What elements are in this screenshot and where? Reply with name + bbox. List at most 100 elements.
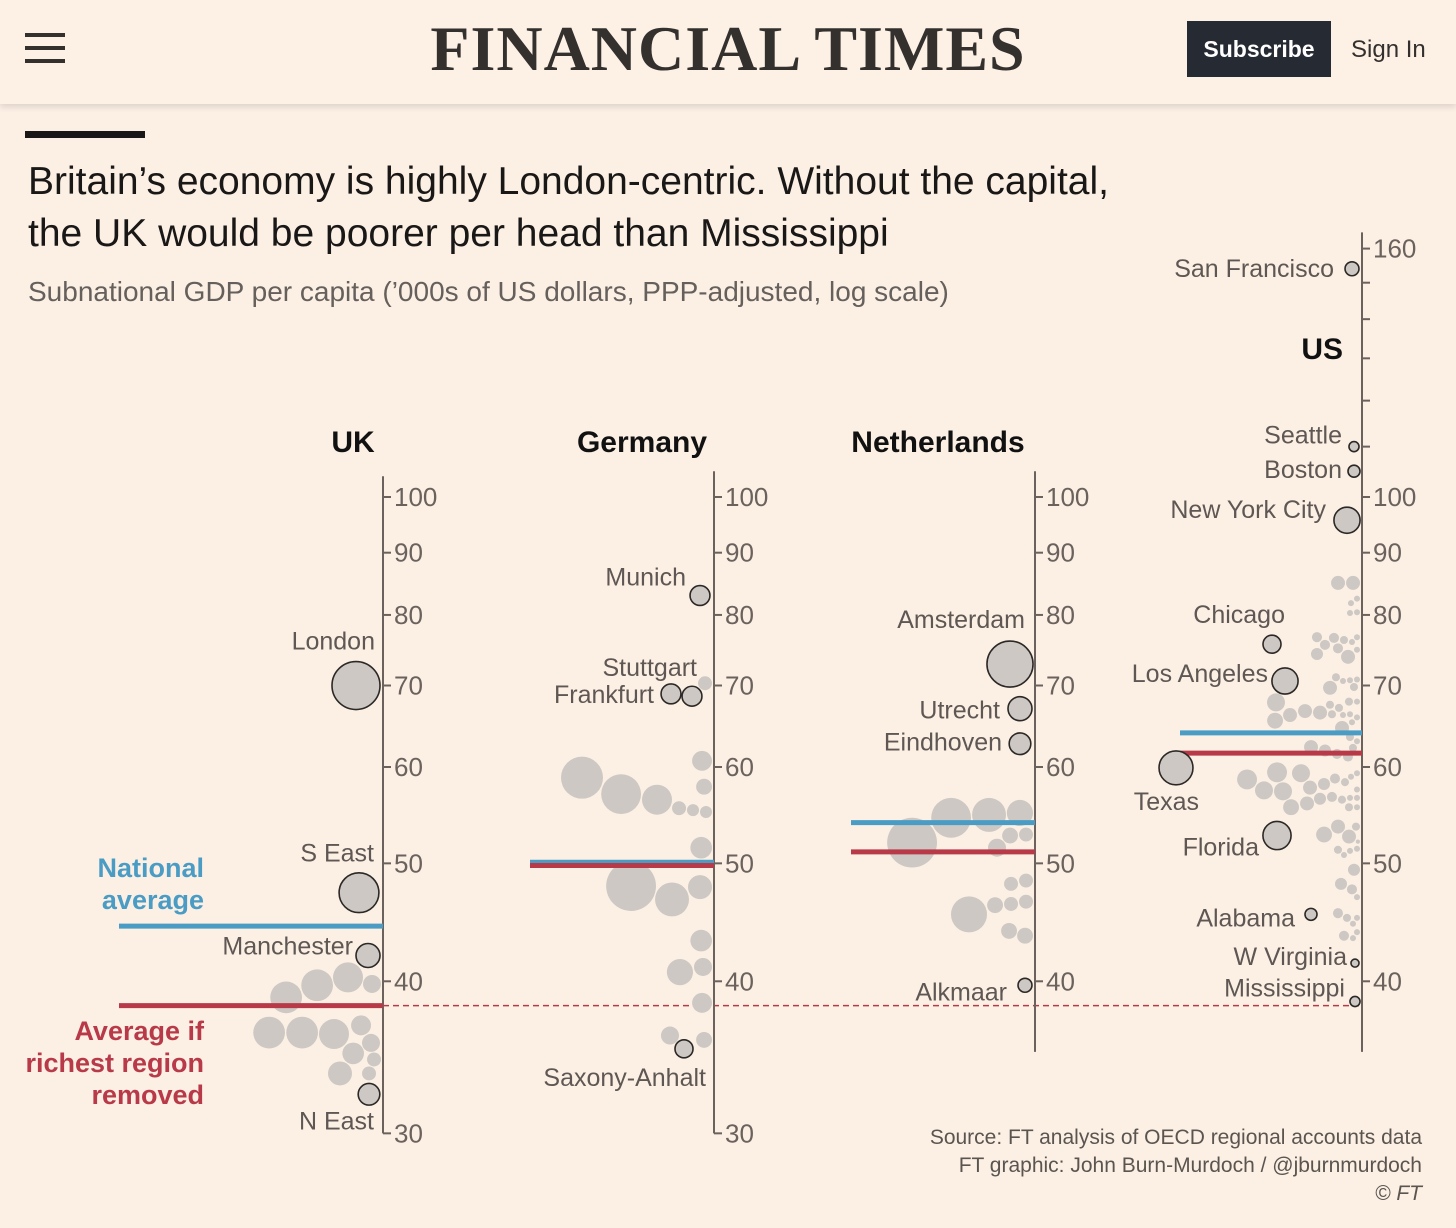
region-dot (642, 784, 672, 815)
ft-logo[interactable]: FINANCIAL TIMES (430, 13, 1026, 84)
region-dot (666, 959, 693, 986)
y-tick-label: 90 (394, 538, 423, 568)
legend-national-line-2: average (102, 885, 204, 915)
labeled-region-dot (357, 1082, 381, 1106)
region-dot (1274, 782, 1292, 801)
region-dot (694, 957, 712, 976)
y-tick-label: 60 (394, 752, 423, 782)
region-dot (1354, 676, 1360, 683)
region-label: Eindhoven (884, 729, 1002, 757)
chart-headline: Britain’s economy is highly London-centr… (28, 156, 1228, 260)
region-label: Florida (1183, 834, 1260, 862)
region-label: London (292, 628, 375, 656)
labeled-region-dot (1008, 732, 1032, 756)
y-tick-label: 80 (725, 600, 754, 630)
region-dot (1347, 794, 1353, 801)
y-tick-label: 100 (394, 482, 437, 512)
y-tick-label: 70 (394, 671, 423, 701)
region-label: Boston (1264, 456, 1342, 484)
region-dot (700, 806, 712, 819)
region-dot (367, 1052, 381, 1067)
y-tick-label: 60 (1046, 752, 1075, 782)
region-dot (1349, 719, 1355, 726)
region-dot (1331, 819, 1346, 834)
region-dot (1350, 935, 1356, 942)
y-tick-label: 50 (394, 848, 423, 878)
credit-text: FT graphic: John Burn-Murdoch / @jburnmu… (958, 1154, 1422, 1177)
region-dot (286, 1016, 318, 1049)
panel-title: Netherlands (851, 426, 1024, 459)
region-dot (1298, 704, 1313, 719)
region-dot (1325, 700, 1334, 709)
y-tick-label: 50 (725, 848, 754, 878)
region-dot (1347, 609, 1353, 616)
panel-uk: UK 30 40 50 60 70 80 90 100 London S East Mancheste… (119, 426, 437, 1148)
region-dot (696, 778, 712, 795)
y-tick-label: 40 (394, 966, 423, 996)
region-dot (1354, 804, 1360, 811)
labeled-region-dot (338, 871, 380, 914)
region-dot (333, 962, 363, 993)
region-dot (1349, 683, 1358, 692)
region-dot (1019, 873, 1033, 888)
region-dot (1354, 786, 1360, 793)
region-dot (1327, 710, 1336, 719)
region-dot (362, 1033, 380, 1052)
region-dot (363, 974, 381, 993)
region-label: Chicago (1193, 601, 1285, 629)
region-dot (1354, 698, 1360, 705)
region-dot (1354, 595, 1360, 602)
legend-without-richest-line-1: Average if (74, 1016, 205, 1046)
y-tick-label: 40 (725, 966, 754, 996)
labeled-region-dot (1349, 995, 1361, 1008)
headline-line-2: the UK would be poorer per head than Mis… (28, 212, 889, 255)
region-dot (688, 875, 712, 900)
region-dot (1332, 643, 1343, 654)
region-dot (692, 750, 712, 771)
region-dot (561, 756, 603, 799)
region-dot (606, 861, 656, 911)
region-dot (690, 929, 712, 952)
y-tick-label: 90 (1046, 538, 1075, 568)
region-label: S East (300, 840, 374, 868)
region-dot (1006, 799, 1033, 827)
labeled-region-dot (1017, 977, 1033, 994)
region-dot (1355, 839, 1360, 844)
region-dot (1318, 777, 1330, 790)
region-dot (1267, 712, 1283, 729)
region-dot (1283, 799, 1299, 816)
region-label: Munich (605, 563, 686, 591)
sign-in-link[interactable]: Sign In (1351, 36, 1426, 63)
region-dot (1323, 680, 1338, 695)
labeled-region-dot (1262, 820, 1292, 851)
region-dot (1314, 792, 1326, 805)
y-tick-label: 30 (394, 1118, 423, 1148)
region-dot (1354, 794, 1360, 801)
subscribe-button[interactable]: Subscribe (1187, 21, 1331, 77)
region-label: Saxony-Anhalt (543, 1064, 706, 1092)
region-dot (1339, 635, 1348, 644)
y-tick-label: 30 (725, 1118, 754, 1148)
region-label: Seattle (1264, 422, 1342, 450)
region-dot (1311, 632, 1322, 643)
region-dot (1348, 863, 1360, 876)
y-tick-label: 40 (1046, 966, 1075, 996)
hamburger-menu-icon[interactable] (25, 33, 65, 63)
region-dot (1348, 600, 1354, 607)
region-dot (931, 797, 972, 838)
y-tick-label: 70 (725, 671, 754, 701)
labeled-region-dot (681, 685, 703, 707)
region-dot (1342, 913, 1351, 922)
region-label: Stuttgart (603, 654, 698, 682)
region-dot (1019, 894, 1033, 909)
region-dot (1347, 677, 1353, 684)
region-dot (1313, 705, 1328, 720)
region-label: Frankfurt (554, 681, 654, 709)
region-dot (1017, 927, 1033, 944)
region-dot (698, 676, 712, 691)
region-dot (1329, 773, 1340, 784)
region-dot (1354, 845, 1360, 852)
region-dot (1338, 930, 1349, 941)
